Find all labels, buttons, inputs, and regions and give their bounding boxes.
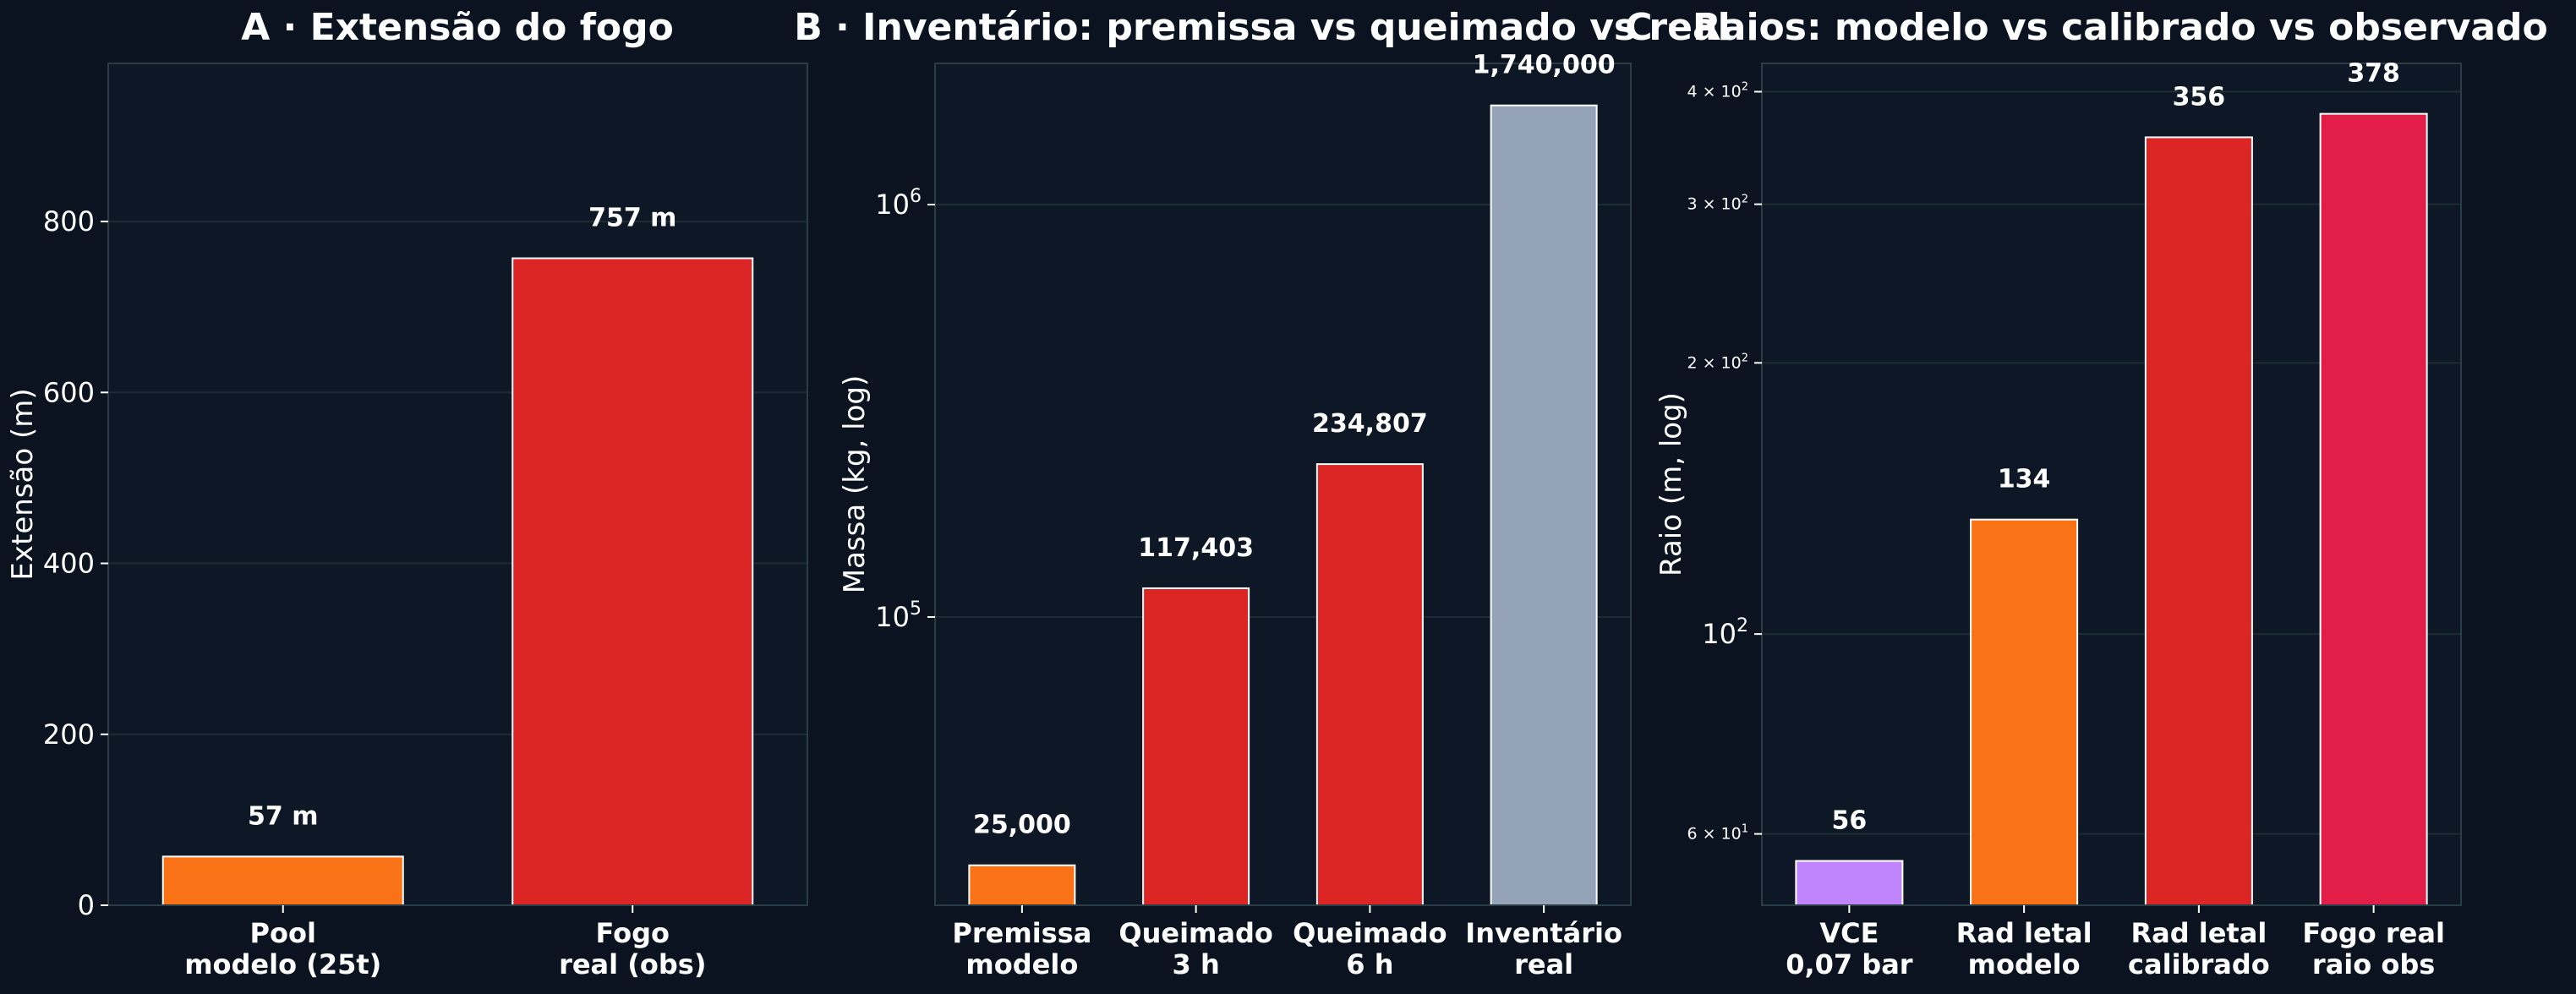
- xtick-label: Fogo: [596, 917, 670, 949]
- xtick-label: Inventário: [1465, 917, 1622, 949]
- xtick-label: Queimado: [1293, 917, 1447, 949]
- panel-a-yticks: 0 200 400 600 800: [43, 205, 108, 921]
- data-label: 117,403: [1138, 533, 1254, 563]
- bar: [1795, 860, 1904, 907]
- bar: [1490, 104, 1598, 906]
- bar: [511, 257, 754, 906]
- bar: [161, 855, 404, 907]
- bar: [2319, 112, 2428, 907]
- ytick-label: 200: [43, 718, 95, 751]
- data-label: 134: [1998, 465, 2051, 494]
- panel-b-title: B · Inventário: premissa vs queimado vs …: [794, 6, 1730, 49]
- bar: [1970, 518, 2079, 906]
- xtick-label: Queimado: [1118, 917, 1272, 949]
- xtick-label: real: [1514, 948, 1573, 980]
- xtick-label: calibrado: [2128, 948, 2270, 980]
- panel-c-ylabel: Raio (m, log): [1654, 392, 1688, 576]
- panel-a-title: A · Extensão do fogo: [241, 6, 674, 49]
- xtick-label: modelo (25t): [184, 948, 381, 980]
- xtick-label: modelo: [1968, 948, 2081, 980]
- data-label: 56: [1832, 806, 1868, 836]
- xtick-label: raio obs: [2312, 948, 2435, 980]
- ytick-label: 106: [875, 186, 922, 221]
- panel-b-bars: [968, 104, 1598, 907]
- ytick-label: 105: [875, 598, 922, 633]
- panel-a-ylabel: Extensão (m): [6, 388, 40, 580]
- data-label: 1,740,000: [1473, 51, 1616, 80]
- xtick-label: modelo: [965, 948, 1078, 980]
- ytick-label: 6 × 101: [1687, 823, 1748, 844]
- bar: [2144, 136, 2253, 907]
- ytick-label: 102: [1702, 615, 1748, 650]
- xtick-label: real (obs): [559, 948, 706, 980]
- xtick-label: Pool: [250, 917, 316, 949]
- ytick-label: 0: [78, 889, 95, 921]
- ytick-label: 400: [43, 548, 95, 580]
- panel-b-yticks: 105 106: [875, 186, 935, 633]
- xtick-label: 6 h: [1346, 948, 1393, 980]
- panel-c-data-labels: 56 134 356 378: [1832, 59, 2400, 836]
- panel-c-title: C · Raios: modelo vs calibrado vs observ…: [1625, 6, 2547, 49]
- panel-b-ylabel: Massa (kg, log): [838, 375, 872, 594]
- data-label: 378: [2347, 59, 2400, 89]
- panel-c-axes-border: [1761, 63, 2462, 906]
- panel-b-axes-border: [934, 63, 1632, 906]
- data-label: 234,807: [1312, 409, 1428, 439]
- panel-b-data-labels: 25,000 117,403 234,807 1,740,000: [973, 51, 1616, 840]
- panel-c-bars: [1795, 112, 2428, 907]
- ytick-label: 2 × 102: [1687, 352, 1748, 372]
- panel-c: 6 × 101 102 2 × 102 3 × 102 4 × 102 VCE0,07 …: [1625, 6, 2547, 980]
- xtick-label: 0,07 bar: [1786, 948, 1913, 980]
- xtick-label: Premissa: [952, 917, 1091, 949]
- ytick-label: 3 × 102: [1687, 194, 1748, 214]
- bar: [1142, 587, 1250, 906]
- panel-a-data-labels: 57 m 757 m: [248, 204, 676, 832]
- xtick-label: Rad letal: [2130, 917, 2267, 949]
- xtick-label: VCE: [1819, 917, 1879, 949]
- data-label: 25,000: [973, 811, 1071, 840]
- bar: [1315, 463, 1424, 906]
- data-label: 757 m: [588, 204, 676, 233]
- panel-a-axes-border: [107, 63, 808, 906]
- xtick-label: Rad letal: [1956, 917, 2092, 949]
- ytick-label: 600: [43, 376, 95, 408]
- ytick-label: 4 × 102: [1687, 80, 1748, 101]
- xtick-label: Fogo real: [2302, 917, 2445, 949]
- bar: [968, 864, 1076, 907]
- panel-a-bars: [161, 257, 754, 907]
- xtick-label: 3 h: [1173, 948, 1220, 980]
- ytick-label: 800: [43, 205, 95, 238]
- data-label: 57 m: [248, 801, 318, 831]
- data-label: 356: [2173, 82, 2226, 112]
- panel-c-yticks: 6 × 101 102 2 × 102 3 × 102 4 × 102: [1687, 80, 1762, 844]
